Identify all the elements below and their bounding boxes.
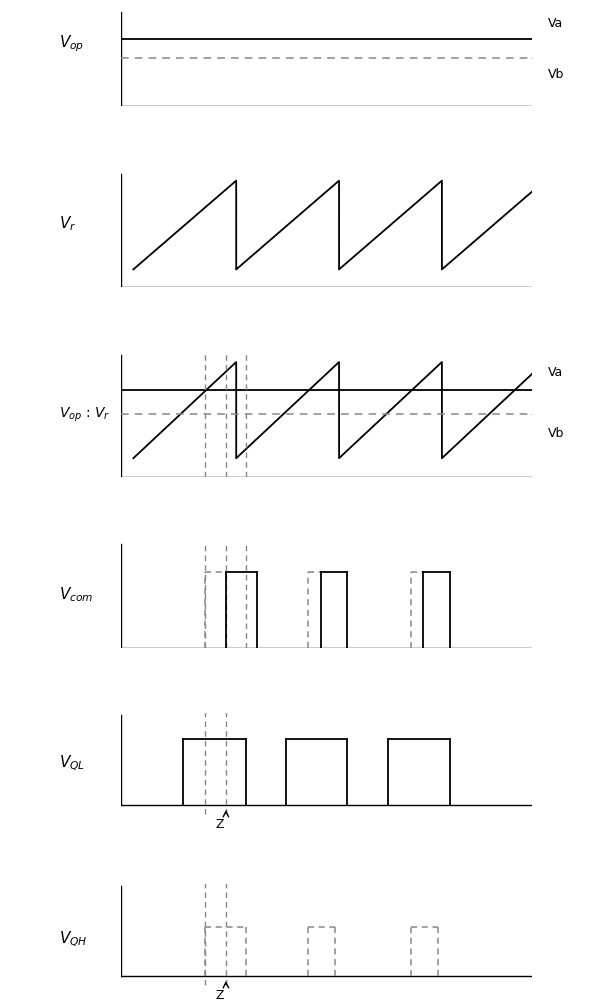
Text: Z: Z <box>215 989 224 1000</box>
Text: Va: Va <box>548 17 563 30</box>
Text: $V_{op}$: $V_{op}$ <box>59 33 85 54</box>
Text: $V_{QH}$: $V_{QH}$ <box>59 930 88 949</box>
Text: $V_{com}$: $V_{com}$ <box>59 586 94 604</box>
Text: $V_r$: $V_r$ <box>59 214 77 233</box>
Text: Va: Va <box>548 366 563 379</box>
Text: $V_{QL}$: $V_{QL}$ <box>59 754 85 773</box>
Text: Z: Z <box>215 818 224 831</box>
Text: Vb: Vb <box>548 68 564 81</box>
Text: $V_{op}$ : $V_r$: $V_{op}$ : $V_r$ <box>59 405 111 424</box>
Text: Vb: Vb <box>548 427 564 440</box>
